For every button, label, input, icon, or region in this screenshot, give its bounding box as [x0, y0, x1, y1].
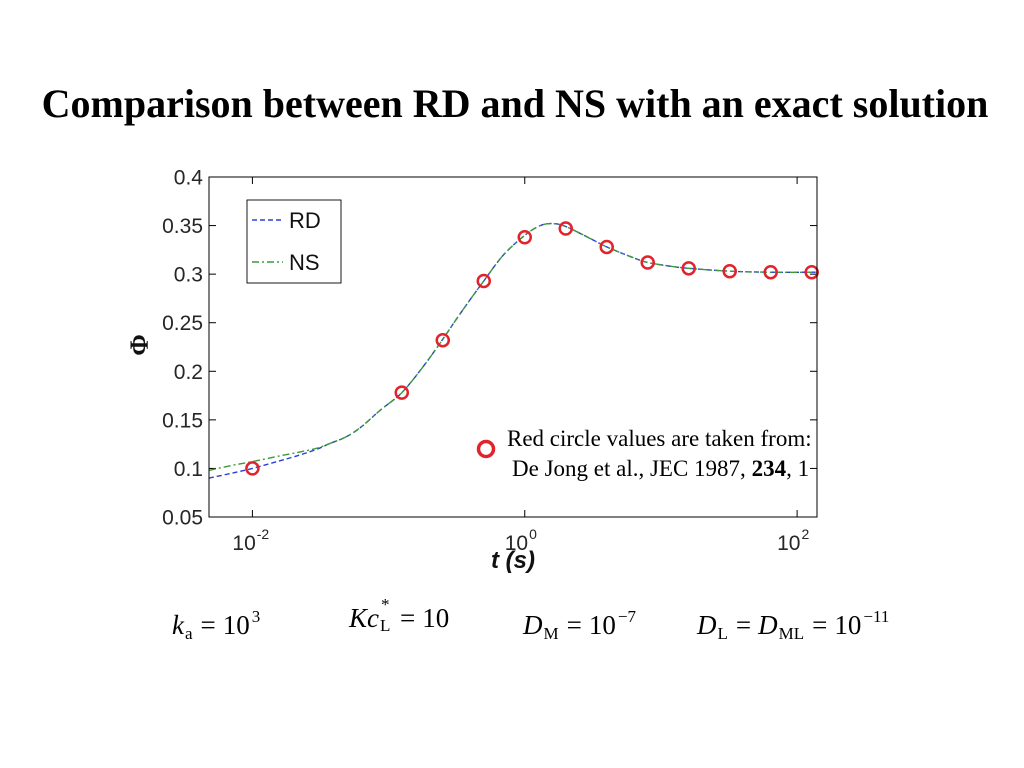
equation-dm: DM = 10 −7 [523, 600, 636, 651]
reference-point-marker [722, 263, 737, 279]
y-tick-label: 0.2 [174, 361, 203, 384]
reference-point-marker [558, 221, 573, 236]
eq-symbol: D [697, 610, 717, 640]
x-tick-label-base: 10 [505, 532, 528, 555]
reference-point-marker [763, 264, 778, 280]
slide-title: Comparison between RD and NS with an exa… [41, 81, 989, 126]
eq-exponent: 3 [251, 607, 261, 626]
y-tick-label: 0.05 [162, 507, 203, 530]
x-tick-label-base: 10 [232, 532, 255, 555]
y-tick-label: 0.15 [162, 409, 203, 432]
reference-point-marker [681, 261, 696, 276]
eq-symbol: Kc [349, 603, 379, 633]
y-tick-label: 0.1 [174, 458, 203, 481]
eq-equals: = [735, 610, 752, 640]
reference-point-marker [394, 385, 410, 400]
reference-point-marker [804, 264, 819, 280]
equation-kcl: Kc * L = 10 [349, 596, 450, 635]
equation-ka: ka = 10 3 [172, 600, 260, 651]
x-tick-label-base: 10 [777, 532, 800, 555]
eq-exponent: −11 [863, 607, 890, 626]
annotation-citation-volume: 234 [752, 456, 787, 481]
plot-frame [208, 176, 818, 518]
y-tick-label: 0.4 [174, 167, 204, 190]
x-tick-label: 10-2 [232, 526, 269, 555]
x-tick-label-exponent: 0 [529, 526, 537, 542]
y-tick-label: 0.35 [162, 215, 203, 238]
eq-subscript-2: ML [778, 624, 805, 643]
eq-symbol-2: D [758, 610, 778, 640]
eq-equals: = [566, 610, 582, 640]
eq-value: 10 [422, 603, 450, 633]
y-axis-label: Φ [125, 334, 154, 356]
eq-subscript: M [543, 624, 559, 643]
x-tick-label-exponent: 2 [801, 526, 809, 542]
reference-point-marker [599, 239, 614, 255]
reference-point-marker [245, 461, 260, 476]
eq-value: 10 [222, 610, 250, 640]
reference-point-marker [517, 229, 533, 245]
eq-exponent: −7 [617, 607, 636, 626]
eq-symbol: k [172, 610, 184, 640]
equation-dl: DL = DML = 10 −11 [697, 600, 889, 651]
reference-point-marker [640, 255, 655, 270]
annotation-marker [476, 439, 496, 459]
eq-superscript: * [381, 595, 390, 614]
eq-equals: = [400, 603, 416, 633]
y-tick-label: 0.25 [162, 312, 203, 335]
legend-label-rd: RD [289, 208, 321, 233]
eq-sup-sub-stack: * L [379, 596, 392, 634]
series-line-ns [209, 222, 817, 472]
eq-subscript: L [717, 624, 728, 643]
eq-symbol: D [523, 610, 543, 640]
chart: 0.050.10.150.20.250.30.350.410-2 100 102RD… [125, 167, 819, 574]
eq-subscript: a [184, 624, 193, 643]
eq-value: 10 [834, 610, 862, 640]
legend-box [246, 199, 342, 284]
annotation-citation-start: De Jong et al., JEC 1987, [512, 456, 752, 481]
eq-value: 10 [588, 610, 616, 640]
y-tick-label: 0.3 [174, 264, 203, 287]
x-tick-label: 100 [505, 526, 537, 555]
eq-subscript: L [380, 616, 391, 635]
x-tick-label-exponent: -2 [257, 526, 270, 542]
eq-equals: = [200, 610, 216, 640]
annotation-line-1: Red circle values are taken from: [507, 426, 812, 451]
x-axis-label: t (s) [491, 547, 535, 574]
eq-equals-2: = [812, 610, 828, 640]
annotation-citation-end: , 1 [786, 456, 809, 481]
annotation-line-2: De Jong et al., JEC 1987, 234, 1 [512, 456, 809, 481]
reference-point-marker [476, 273, 492, 289]
reference-point-marker [435, 332, 451, 348]
legend-label-ns: NS [289, 250, 320, 275]
x-tick-label: 102 [777, 526, 809, 555]
